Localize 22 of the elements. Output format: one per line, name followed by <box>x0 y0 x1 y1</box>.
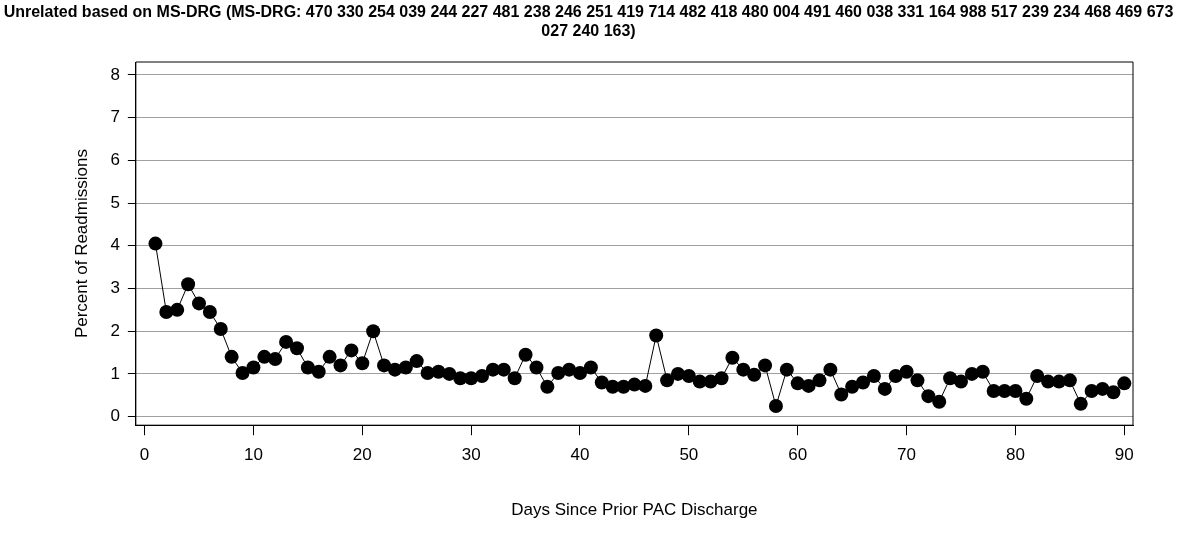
y-tick-label: 7 <box>110 107 120 127</box>
y-tick-label: 8 <box>110 64 120 84</box>
x-tick-label: 70 <box>897 445 917 465</box>
x-tick-label: 90 <box>1114 445 1134 465</box>
chart-title: Unrelated based on MS-DRG (MS-DRG: 470 330 254 039 244 227 481 238 246 251 419 714 482 418 480 004 491 460 038 331 164 988 517 239 234 468 469 673 027 240 163) <box>2 2 1175 40</box>
y-tick-label: 4 <box>110 235 120 255</box>
x-tick-label: 0 <box>139 445 150 465</box>
y-tick-label: 0 <box>110 406 120 426</box>
y-tick-label: 1 <box>110 363 120 383</box>
x-tick-label: 50 <box>679 445 699 465</box>
x-tick-label: 20 <box>352 445 372 465</box>
x-tick-label: 40 <box>570 445 590 465</box>
y-tick-label: 2 <box>110 320 120 340</box>
y-tick-label: 3 <box>110 278 120 298</box>
x-tick-label: 30 <box>461 445 481 465</box>
x-tick-label: 60 <box>788 445 808 465</box>
y-axis-title: Percent of Readmissions <box>71 149 91 339</box>
x-tick-label: 80 <box>1005 445 1025 465</box>
y-tick-label: 5 <box>110 192 120 212</box>
x-tick-label: 10 <box>243 445 263 465</box>
x-axis-title: Days Since Prior PAC Discharge <box>511 500 758 520</box>
y-tick-label: 6 <box>110 149 120 169</box>
